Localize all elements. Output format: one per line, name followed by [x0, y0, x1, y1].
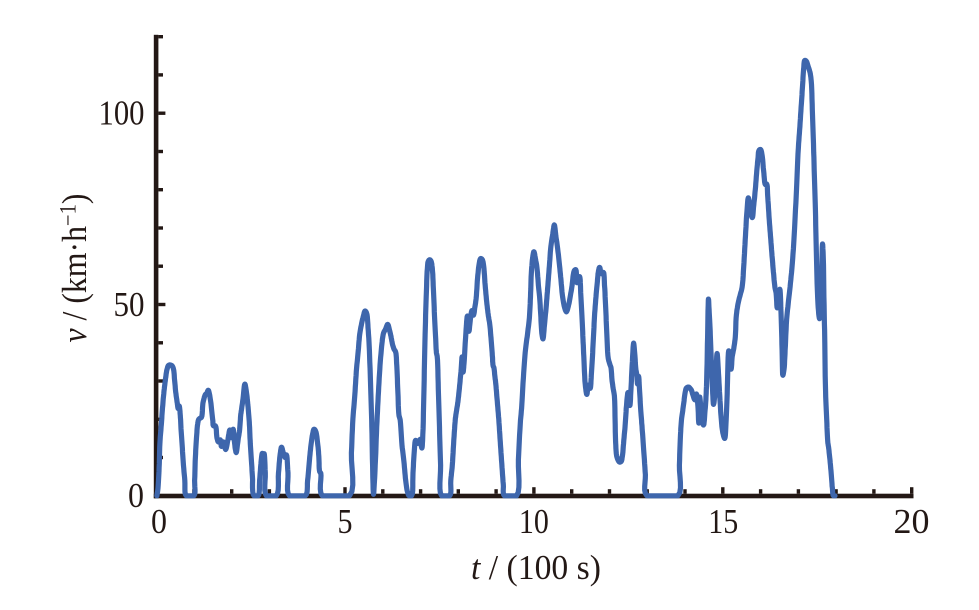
svg-text:15: 15	[708, 502, 738, 541]
svg-text:5: 5	[338, 502, 353, 541]
svg-text:t / (100 s): t / (100 s)	[471, 548, 601, 587]
svg-text:10: 10	[519, 502, 549, 541]
svg-text:50: 50	[114, 285, 145, 324]
svg-text:20: 20	[894, 502, 930, 541]
svg-text:0: 0	[128, 476, 144, 515]
svg-text:100: 100	[99, 94, 145, 133]
svg-text:0: 0	[151, 502, 167, 541]
